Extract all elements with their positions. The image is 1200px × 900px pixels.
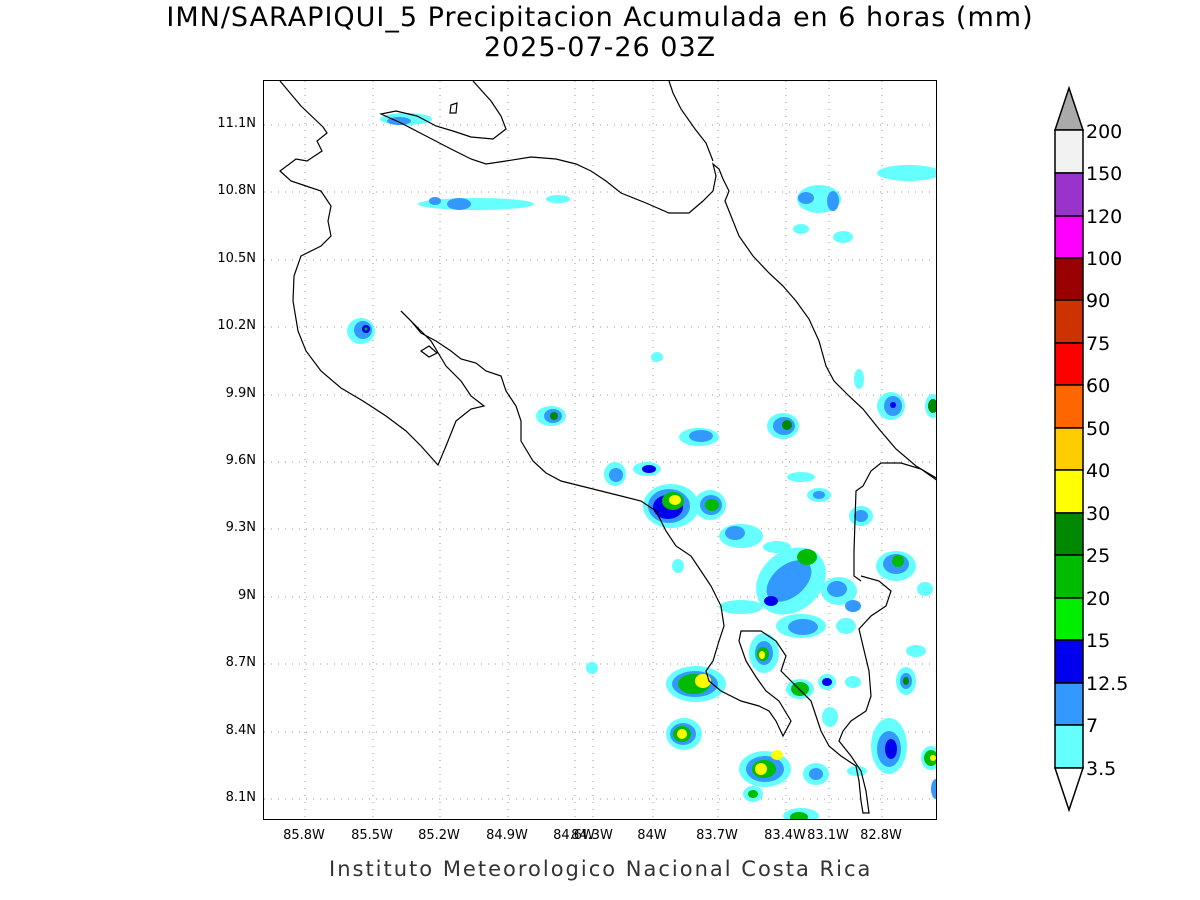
lat-label: 9.3N [225, 520, 256, 535]
legend-label: 7 [1086, 715, 1099, 737]
legend-arrow-top [1053, 85, 1085, 131]
lat-label: 11.1N [217, 116, 256, 131]
rain-cell-band-north [418, 195, 570, 210]
legend-swatch [1054, 342, 1084, 386]
legend-swatch [1054, 724, 1084, 769]
legend-swatch [1054, 299, 1084, 344]
rain-cell-limon [787, 369, 936, 526]
lat-label: 10.5N [217, 251, 256, 266]
rain-cell-north-coast [380, 113, 432, 125]
legend-label: 60 [1086, 375, 1111, 397]
precipitation-map [263, 80, 937, 820]
lon-label: 84W [637, 828, 667, 843]
lon-label: 83.4W [764, 828, 806, 843]
legend-label: 25 [1086, 545, 1111, 567]
coastline [279, 81, 936, 814]
legend-swatch [1054, 512, 1084, 556]
legend-label: 50 [1086, 418, 1111, 440]
rain-cell-central [536, 352, 799, 486]
legend-swatch [1054, 554, 1084, 599]
lon-label: 85.8W [283, 828, 325, 843]
legend-label: 75 [1086, 333, 1111, 355]
lat-label: 9.6N [225, 453, 256, 468]
legend-label: 100 [1086, 248, 1123, 270]
precipitation-cells [347, 113, 936, 819]
legend-swatch [1054, 172, 1084, 217]
legend-label: 40 [1086, 460, 1111, 482]
lat-label: 10.2N [217, 318, 256, 333]
legend-swatch [1054, 257, 1084, 301]
legend-swatch [1054, 639, 1084, 684]
legend-swatch [1054, 129, 1084, 174]
lon-label: 85.5W [351, 828, 393, 843]
lat-label: 8.1N [225, 790, 256, 805]
lon-label: 84.6W [553, 828, 595, 843]
lon-label: 85.2W [418, 828, 460, 843]
legend-swatch [1054, 682, 1084, 726]
rain-cell-guanacaste [347, 318, 375, 344]
lon-label: 82.8W [860, 828, 902, 843]
lat-label: 8.4N [225, 723, 256, 738]
legend-swatch [1054, 469, 1084, 514]
lon-label: 84.9W [486, 828, 528, 843]
lat-label: 9.9N [225, 386, 256, 401]
lon-label: 84.3W [571, 828, 613, 843]
legend-swatch [1054, 215, 1084, 259]
map-title: IMN/SARAPIQUI_5 Precipitacion Acumulada … [166, 2, 1034, 33]
legend-label: 20 [1086, 588, 1111, 610]
map-grid [264, 81, 936, 819]
map-canvas [264, 81, 936, 819]
legend-label: 3.5 [1086, 758, 1117, 780]
lon-label: 83.7W [696, 828, 738, 843]
lat-label: 10.8N [217, 183, 256, 198]
legend-label: 30 [1086, 503, 1111, 525]
legend-swatch [1054, 597, 1084, 641]
lat-label: 8.7N [225, 655, 256, 670]
rain-cell-pacific-central [643, 484, 791, 573]
legend-label: 150 [1086, 163, 1123, 185]
lon-label: 83.1W [807, 828, 849, 843]
legend-swatch [1054, 384, 1084, 429]
footer-credit: Instituto Meteorologico Nacional Costa R… [329, 857, 873, 881]
legend-label: 15 [1086, 630, 1111, 652]
color-legend [1053, 85, 1085, 813]
rain-cell-south [666, 718, 936, 819]
map-datetime: 2025-07-26 03Z [483, 32, 717, 63]
lat-label: 9N [238, 588, 256, 603]
rain-cell-caribbean-north [793, 165, 936, 243]
rain-cell-osa [586, 633, 926, 727]
legend-arrow-bottom [1053, 767, 1085, 813]
legend-label: 12.5 [1086, 673, 1129, 695]
legend-swatch [1054, 427, 1084, 471]
legend-label: 90 [1086, 290, 1111, 312]
rain-cell-talamanca [719, 547, 933, 638]
legend-label: 120 [1086, 206, 1123, 228]
legend-label: 200 [1086, 121, 1123, 143]
